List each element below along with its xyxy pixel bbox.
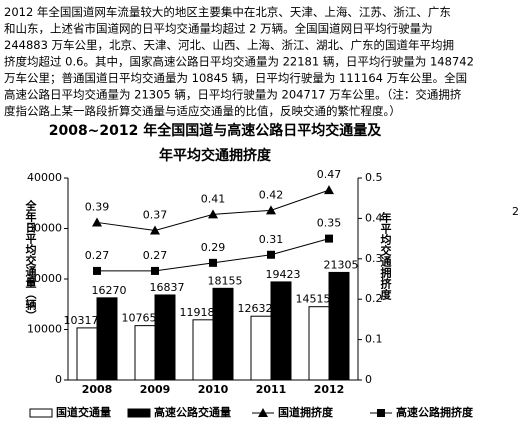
value-label: 11918 bbox=[180, 306, 215, 319]
value-label: 0.35 bbox=[317, 217, 342, 230]
chart-title: 年平均交通拥挤度 bbox=[159, 147, 272, 164]
value-label: 0.27 bbox=[85, 249, 110, 262]
value-label: 0.29 bbox=[201, 241, 226, 254]
bar bbox=[96, 297, 118, 381]
y-tick-label: 0 bbox=[55, 373, 62, 386]
y2-tick-label: 0 bbox=[365, 373, 372, 386]
value-label: 21305 bbox=[324, 258, 359, 271]
value-label: 12632 bbox=[238, 302, 273, 315]
bar bbox=[328, 271, 350, 381]
legend-label: 国道交通量 bbox=[56, 405, 111, 419]
paragraph-line: 挤度均超过 0.6。其中，国家高速公路日平均交通量为 22181 辆，日平均行驶… bbox=[4, 55, 474, 69]
value-label: 0.41 bbox=[201, 192, 226, 205]
paragraph-line: 和山东，上述省市国道网的日平均交通量均超过 2 万辆。全国国道网日平均行驶量为 bbox=[4, 22, 433, 36]
marker bbox=[209, 258, 217, 267]
paragraph-line: 万车公里；普通国道日平均交通量为 10845 辆，日平均行驶量为 111164 … bbox=[4, 71, 467, 85]
value-label: 18155 bbox=[208, 274, 243, 287]
legend-label: 国道拥挤度 bbox=[278, 405, 334, 419]
x-tick-label: 2011 bbox=[256, 383, 287, 396]
x-tick-label: 2008 bbox=[82, 383, 113, 396]
paragraph-line: 244883 万车公里，北京、天津、河北、山西、上海、浙江、湖北、广东的国道年平… bbox=[4, 38, 454, 52]
value-label: 16837 bbox=[150, 281, 185, 294]
marker bbox=[150, 225, 160, 235]
legend-label: 高速公路拥挤度 bbox=[396, 405, 474, 419]
y2-tick-label: 0.3 bbox=[365, 252, 383, 265]
paragraph-line: 度指公路上某一路段折算交通量与适应交通量的比值，反映交通的繁忙程度。） bbox=[4, 104, 401, 118]
value-label: 16270 bbox=[92, 284, 127, 297]
y-tick-label: 30000 bbox=[27, 222, 62, 235]
marker bbox=[151, 266, 159, 275]
y-tick-label: 20000 bbox=[27, 272, 62, 285]
bar bbox=[76, 327, 98, 381]
marker bbox=[208, 209, 218, 219]
marker bbox=[93, 266, 101, 275]
legend-swatch bbox=[29, 408, 53, 418]
chart-title: 2008~2012 年全国国道与高速公路日平均交通量及 bbox=[49, 122, 383, 139]
marker bbox=[92, 217, 102, 227]
value-label: 10317 bbox=[64, 314, 99, 327]
value-label: 10765 bbox=[122, 312, 157, 325]
bar bbox=[250, 315, 272, 381]
bar bbox=[134, 325, 156, 381]
y2-tick-label: 0.4 bbox=[365, 211, 383, 224]
value-label: 0.39 bbox=[85, 200, 110, 213]
y-tick-label: 10000 bbox=[27, 323, 62, 336]
x-tick-label: 2009 bbox=[140, 383, 171, 396]
marker bbox=[325, 234, 333, 243]
marker bbox=[267, 250, 275, 259]
value-label: 0.42 bbox=[259, 188, 284, 201]
legend-label: 高速公路交通量 bbox=[154, 405, 231, 419]
legend-marker bbox=[377, 409, 385, 417]
bar bbox=[212, 287, 234, 381]
marker bbox=[324, 185, 334, 195]
bar bbox=[154, 294, 176, 381]
bar bbox=[270, 281, 292, 381]
x-tick-label: 2012 bbox=[314, 383, 345, 396]
paragraph-line: 高速公路日平均交通量为 21305 辆，日平均行驶量为 204717 万车公里。… bbox=[4, 88, 462, 102]
margin-note: 2 bbox=[512, 205, 519, 218]
legend-marker bbox=[258, 408, 268, 417]
value-label: 0.31 bbox=[259, 233, 284, 246]
paragraph-line: 2012 年全国国道网车流量较大的地区主要集中在北京、天津、上海、江苏、浙江、广… bbox=[4, 5, 451, 19]
bar bbox=[308, 306, 330, 381]
marker bbox=[266, 205, 276, 215]
y-tick-label: 40000 bbox=[27, 171, 62, 184]
bar bbox=[192, 319, 214, 381]
x-tick-label: 2010 bbox=[198, 383, 229, 396]
value-label: 14515 bbox=[296, 293, 331, 306]
legend-swatch bbox=[127, 408, 151, 418]
value-label: 0.47 bbox=[317, 168, 342, 181]
value-label: 0.27 bbox=[143, 249, 168, 262]
value-label: 0.37 bbox=[143, 209, 168, 222]
y2-tick-label: 0.2 bbox=[365, 292, 383, 305]
value-label: 19423 bbox=[266, 268, 301, 281]
y2-axis-label: 年平均交通拥挤度 bbox=[379, 211, 392, 301]
y-axis-label: 全年日平均交通量（辆） bbox=[24, 199, 38, 321]
y2-tick-label: 0.5 bbox=[365, 171, 383, 184]
y2-tick-label: 0.1 bbox=[365, 333, 383, 346]
